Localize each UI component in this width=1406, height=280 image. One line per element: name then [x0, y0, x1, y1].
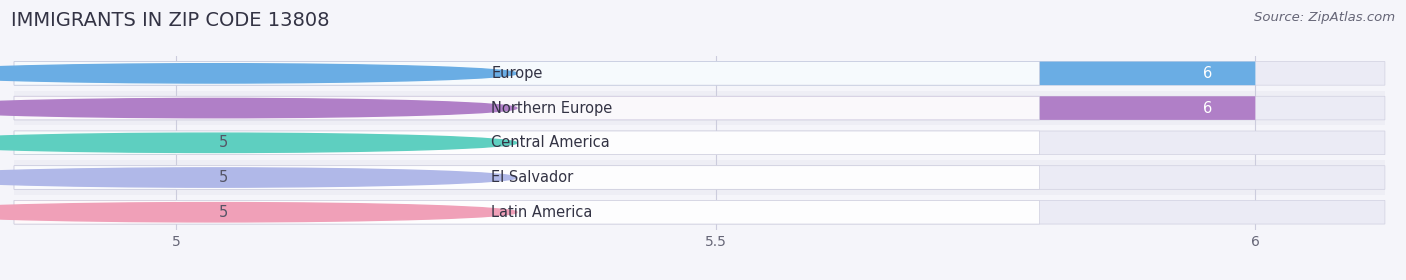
FancyBboxPatch shape [14, 200, 176, 224]
Circle shape [0, 133, 517, 153]
Circle shape [0, 98, 517, 118]
Circle shape [0, 64, 517, 83]
FancyBboxPatch shape [14, 62, 1039, 85]
FancyBboxPatch shape [14, 62, 1256, 85]
FancyBboxPatch shape [14, 96, 1385, 120]
FancyBboxPatch shape [14, 131, 176, 155]
Text: 5: 5 [219, 135, 228, 150]
Text: IMMIGRANTS IN ZIP CODE 13808: IMMIGRANTS IN ZIP CODE 13808 [11, 11, 330, 30]
Bar [14, 195, 1385, 230]
Text: Latin America: Latin America [491, 205, 592, 220]
FancyBboxPatch shape [14, 166, 1039, 189]
Circle shape [0, 168, 517, 187]
Text: 6: 6 [1204, 66, 1212, 81]
Text: 6: 6 [1204, 101, 1212, 116]
FancyBboxPatch shape [14, 166, 176, 189]
Text: Source: ZipAtlas.com: Source: ZipAtlas.com [1254, 11, 1395, 24]
FancyBboxPatch shape [14, 200, 1039, 224]
Text: 5: 5 [219, 205, 228, 220]
Text: Europe: Europe [491, 66, 543, 81]
Bar [14, 160, 1385, 195]
Circle shape [0, 202, 517, 222]
Text: Central America: Central America [491, 135, 610, 150]
FancyBboxPatch shape [14, 166, 1385, 189]
FancyBboxPatch shape [14, 131, 1039, 155]
Text: 5: 5 [219, 170, 228, 185]
Bar [14, 91, 1385, 125]
FancyBboxPatch shape [14, 200, 1385, 224]
Text: El Salvador: El Salvador [491, 170, 574, 185]
Text: Northern Europe: Northern Europe [491, 101, 613, 116]
Bar [14, 125, 1385, 160]
FancyBboxPatch shape [14, 96, 1256, 120]
FancyBboxPatch shape [14, 96, 1039, 120]
Bar [14, 56, 1385, 91]
FancyBboxPatch shape [14, 62, 1385, 85]
FancyBboxPatch shape [14, 131, 1385, 155]
